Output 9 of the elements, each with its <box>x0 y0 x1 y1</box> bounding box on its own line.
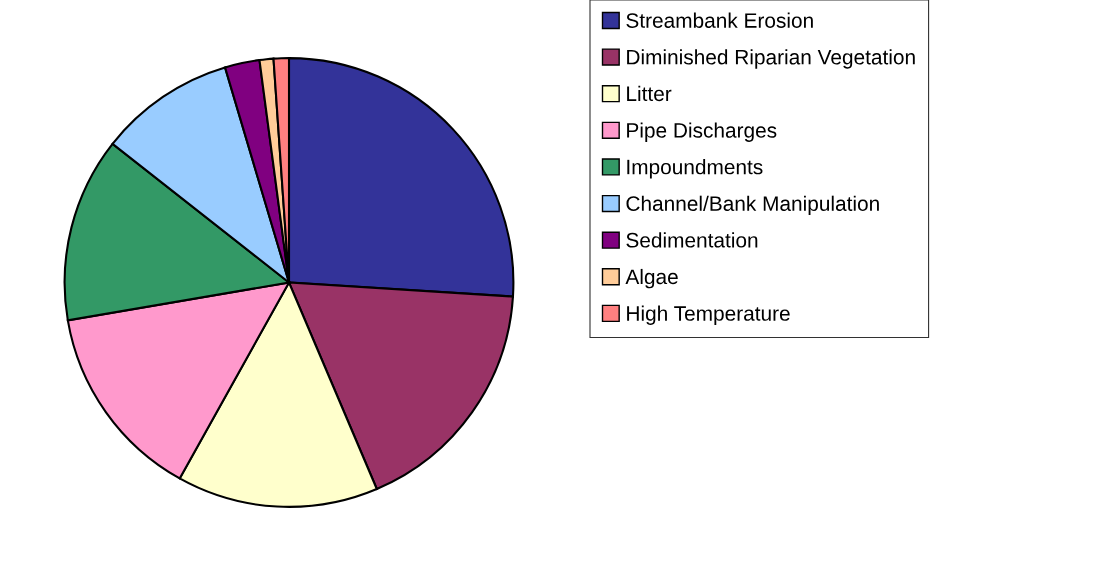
legend-label: Litter <box>627 85 672 102</box>
legend-label: Sedimentation <box>626 232 758 248</box>
legend-label: Diminished Riparian Vegetation <box>627 49 915 69</box>
legend-label: Streambank Erosion <box>626 12 813 28</box>
legend-label: Channel/Bank Manipulation <box>626 195 879 216</box>
legend-label: Algae <box>625 268 678 289</box>
legend-label: Impoundments <box>627 159 763 179</box>
legend-label: Pipe Discharges <box>627 122 777 142</box>
legend-label: High Temperature <box>627 305 790 325</box>
